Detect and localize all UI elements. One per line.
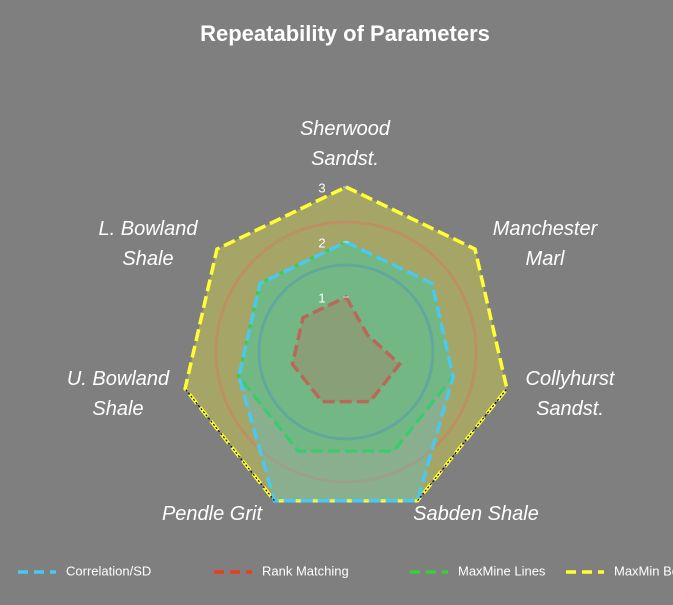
category-label: Pendle Grit bbox=[162, 503, 263, 525]
ring bbox=[257, 263, 435, 441]
r-tick-label: 3 bbox=[318, 180, 325, 195]
category-label: L. Bowland Shale bbox=[99, 218, 199, 270]
legend-label: MaxMine Lines bbox=[458, 563, 546, 578]
series-area bbox=[236, 240, 456, 503]
category-label: Sherwood Sandst. bbox=[300, 118, 391, 170]
legend-label: MaxMin Boxes bbox=[614, 563, 673, 578]
category-label-line: Sandst. bbox=[536, 398, 604, 420]
category-label-line: U. Bowland bbox=[67, 368, 170, 390]
category-label: U. Bowland Shale bbox=[67, 368, 170, 420]
series-area bbox=[290, 294, 402, 404]
category-label-line: Pendle Grit bbox=[162, 503, 263, 525]
category-label-line: L. Bowland bbox=[99, 218, 199, 240]
category-label-line: Shale bbox=[122, 248, 173, 270]
category-label-line: Sherwood bbox=[300, 118, 391, 140]
category-label-line: Marl bbox=[526, 248, 565, 270]
category-label: Manchester Marl bbox=[493, 218, 599, 270]
category-label: Collyhurst Sandst. bbox=[526, 368, 616, 420]
category-label-line: Manchester bbox=[493, 218, 599, 240]
plot-area: 1 2 3 Sherwood Sandst. Manchester Marl Collyhur… bbox=[67, 118, 616, 525]
category-label: Sabden Shale bbox=[413, 503, 539, 525]
r-tick-label: 2 bbox=[318, 235, 325, 250]
category-label-line: Sabden Shale bbox=[413, 503, 539, 525]
category-label-line: Shale bbox=[92, 398, 143, 420]
legend-label: Rank Matching bbox=[262, 563, 349, 578]
ring bbox=[214, 220, 478, 484]
legend: Correlation/SD Rank Matching MaxMine Lines… bbox=[18, 563, 673, 578]
chart-title: Repeatability of Parameters bbox=[200, 21, 490, 46]
r-tick-label: 1 bbox=[318, 290, 325, 305]
category-label-line: Collyhurst bbox=[526, 368, 616, 390]
category-label-line: Sandst. bbox=[311, 148, 379, 170]
legend-label: Correlation/SD bbox=[66, 563, 151, 578]
